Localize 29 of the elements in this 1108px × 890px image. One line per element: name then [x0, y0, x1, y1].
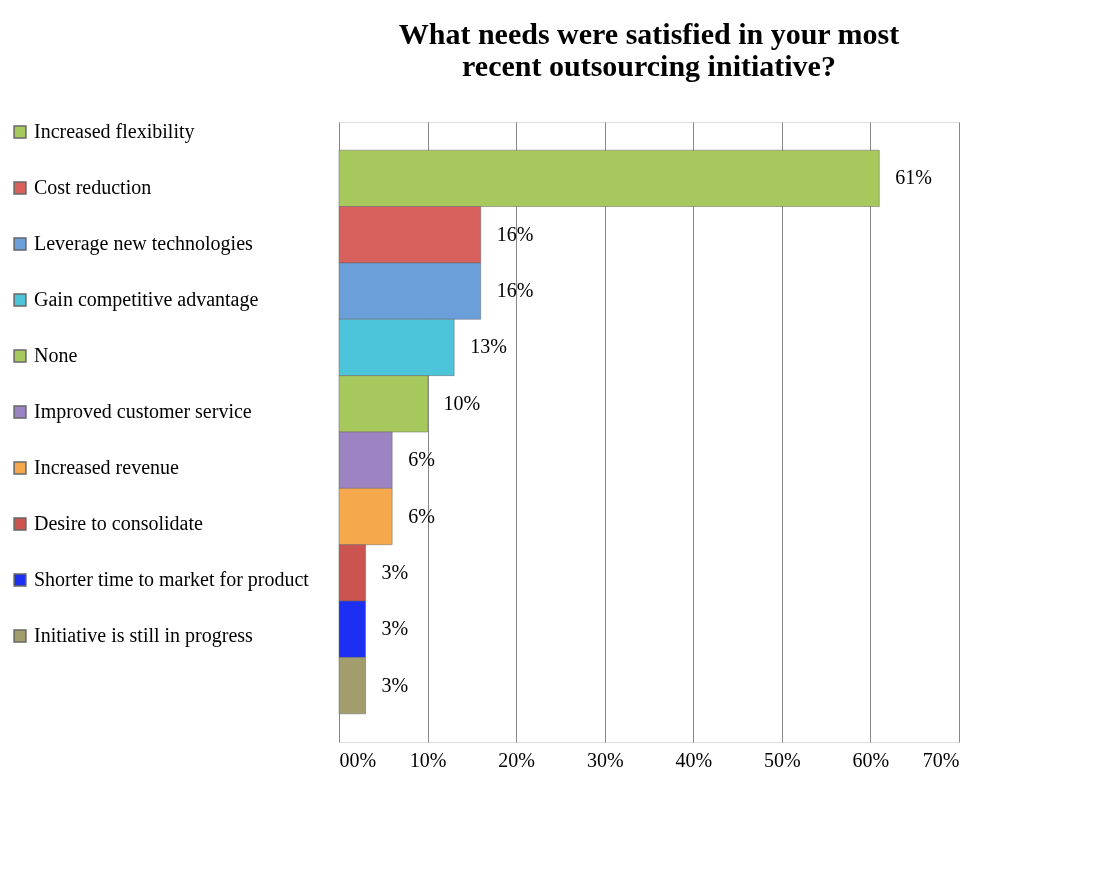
x-tick-label: 50%: [764, 748, 801, 771]
legend-label: Increased flexibility: [34, 120, 195, 143]
legend-label: Leverage new technologies: [34, 232, 254, 255]
legend-label: Gain competitive advantage: [34, 288, 259, 311]
x-tick-label: 60%: [852, 748, 890, 771]
x-tick-label: 20%: [498, 748, 535, 771]
legend-label: Desire to consolidate: [34, 512, 203, 534]
legend-label: Improved customer service: [34, 400, 252, 423]
x-tick-label: 30%: [586, 748, 624, 771]
data-label: 10%: [443, 391, 481, 414]
legend-label: Shorter time to market for product: [34, 568, 310, 591]
data-label: 13%: [470, 335, 507, 358]
legend-label: None: [34, 344, 78, 366]
data-label: 3%: [381, 673, 409, 696]
chart-title: What needs were satisfied in your most recent outsourcing initiative?: [398, 17, 900, 82]
data-label: 16%: [496, 222, 534, 245]
legend-label: Increased revenue: [34, 456, 180, 478]
legend-label: Cost reduction: [34, 176, 152, 198]
data-label: 6%: [408, 504, 435, 527]
data-label: 16%: [496, 279, 534, 302]
x-tick-label: 70%: [922, 748, 960, 771]
x-tick-label: 10%: [409, 748, 447, 771]
x-tick-label: 40%: [675, 748, 713, 771]
legend-label: Initiative is still in progress: [34, 624, 254, 647]
data-label: 3%: [381, 560, 409, 583]
x-tick-label: 00%: [339, 748, 377, 771]
data-label: 3%: [381, 617, 409, 640]
data-label: 61%: [895, 166, 932, 189]
data-label: 6%: [408, 448, 435, 471]
